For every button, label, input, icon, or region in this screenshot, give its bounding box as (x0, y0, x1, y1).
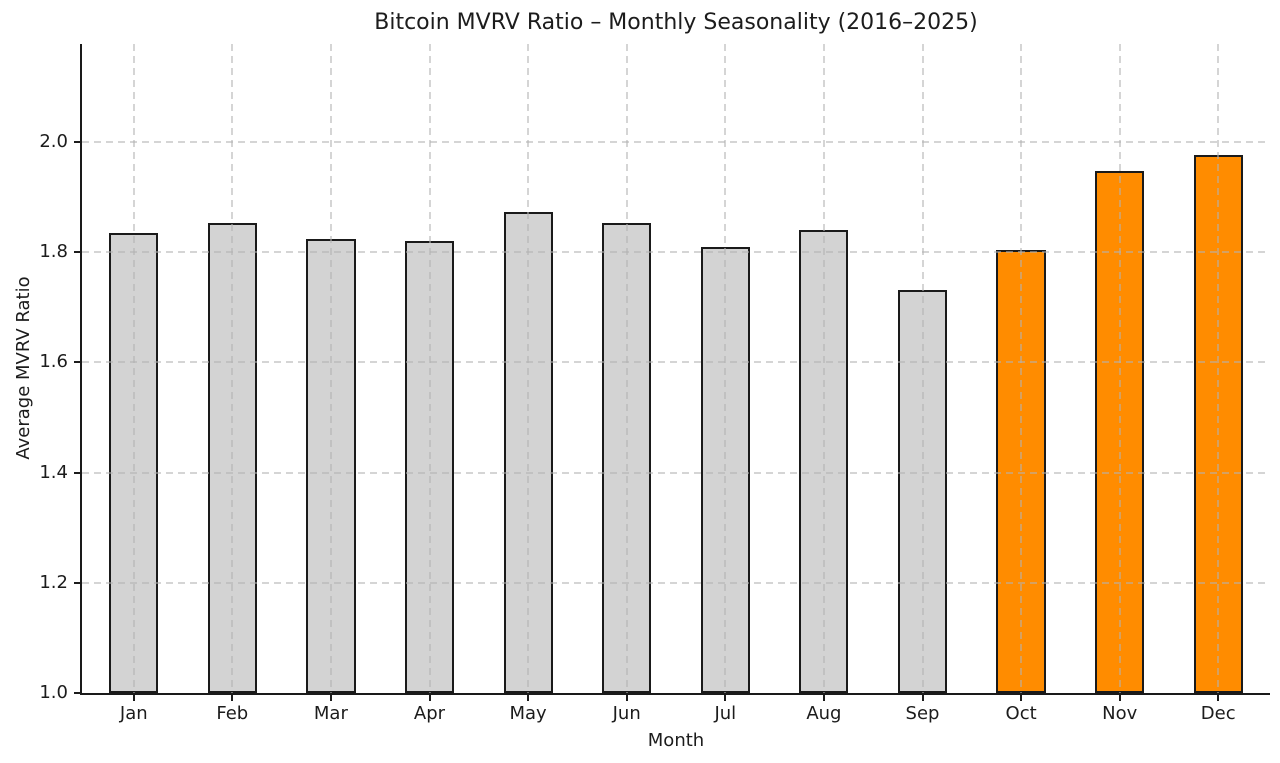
x-tick-apr (428, 695, 431, 701)
x-tick-feb (231, 695, 234, 701)
x-tick-label-jan: Jan (119, 703, 148, 724)
x-tick-label-mar: Mar (313, 703, 348, 724)
x-tick-label-sep: Sep (905, 703, 940, 724)
x-tick-label-jul: Jul (714, 703, 737, 724)
bar-oct (996, 250, 1046, 693)
bar-mar (306, 238, 356, 693)
y-tick-label-1.6: 1.6 (39, 351, 68, 373)
bar-jan (109, 232, 159, 693)
x-axis-spine (80, 693, 1270, 695)
y-tick-1.4 (74, 471, 80, 474)
y-tick-label-1.0: 1.0 (39, 682, 68, 703)
x-tick-jul (724, 695, 727, 701)
x-tick-dec (1217, 695, 1220, 701)
bar-feb (207, 223, 257, 693)
x-tick-label-feb: Feb (216, 703, 249, 724)
bar-jun (602, 222, 652, 693)
x-tick-label-apr: Apr (413, 703, 446, 724)
bar-aug (799, 230, 849, 693)
y-tick-2.0 (74, 140, 80, 143)
x-tick-may (527, 695, 530, 701)
bar-jul (700, 247, 750, 693)
x-tick-mar (329, 695, 332, 701)
x-tick-jun (625, 695, 628, 701)
x-tick-label-jun: Jun (612, 703, 641, 724)
x-tick-label-aug: Aug (806, 703, 842, 724)
y-tick-1.2 (74, 581, 80, 584)
x-tick-label-may: May (509, 703, 547, 724)
bar-dec (1193, 155, 1243, 693)
bars-layer (82, 44, 1270, 693)
y-tick-label-1.8: 1.8 (39, 241, 68, 263)
x-axis-label: Month (647, 730, 705, 751)
x-tick-oct (1020, 695, 1023, 701)
x-tick-sep (921, 695, 924, 701)
y-tick-1.8 (74, 251, 80, 254)
plot-area (80, 44, 1270, 695)
bar-nov (1095, 170, 1145, 693)
y-tick-1.0 (74, 692, 80, 694)
chart-title: Bitcoin MVRV Ratio – Monthly Seasonality… (374, 10, 978, 35)
x-tick-label-oct: Oct (1005, 703, 1037, 724)
x-tick-aug (822, 695, 825, 701)
y-tick-label-1.2: 1.2 (39, 571, 68, 593)
x-tick-nov (1118, 695, 1121, 701)
x-tick-label-nov: Nov (1102, 703, 1138, 724)
bar-apr (404, 241, 455, 693)
y-tick-label-1.4: 1.4 (39, 461, 68, 483)
y-tick-1.6 (74, 361, 80, 364)
x-tick-jan (132, 695, 135, 701)
bar-may (503, 211, 553, 693)
bar-sep (897, 290, 948, 693)
y-axis-spine (80, 44, 82, 695)
x-tick-label-dec: Dec (1200, 703, 1236, 724)
y-tick-label-2.0: 2.0 (39, 130, 68, 152)
